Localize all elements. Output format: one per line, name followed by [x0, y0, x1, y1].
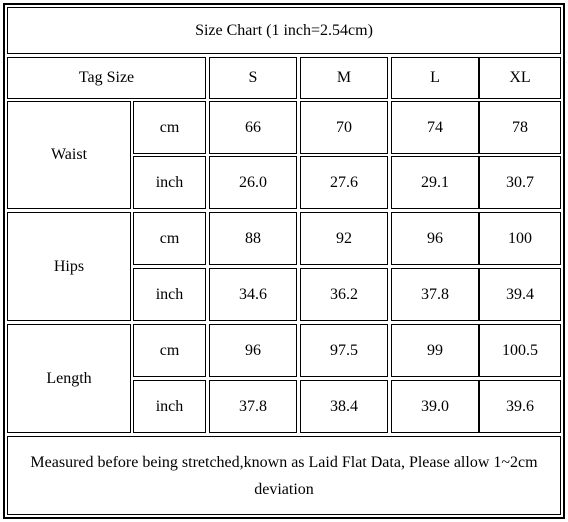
size-header-l: L	[391, 57, 479, 99]
value-cell: 78	[479, 101, 561, 154]
value-cell: 96	[209, 324, 297, 377]
measurement-note: Measured before being stretched,known as…	[7, 436, 561, 515]
unit-inch: inch	[133, 268, 206, 321]
value-cell: 37.8	[391, 268, 479, 321]
value-cell: 74	[391, 101, 479, 154]
value-cell: 70	[300, 101, 388, 154]
unit-cm: cm	[133, 324, 206, 377]
size-header-m: M	[300, 57, 388, 99]
value-cell: 27.6	[300, 156, 388, 209]
value-cell: 39.6	[479, 380, 561, 433]
value-cell: 39.0	[391, 380, 479, 433]
measure-length: Length	[7, 324, 131, 433]
value-cell: 92	[300, 212, 388, 265]
value-cell: 29.1	[391, 156, 479, 209]
value-cell: 88	[209, 212, 297, 265]
value-cell: 97.5	[300, 324, 388, 377]
size-chart: Size Chart (1 inch=2.54cm) Tag Size S M …	[3, 3, 565, 519]
value-cell: 39.4	[479, 268, 561, 321]
value-cell: 66	[209, 101, 297, 154]
value-cell: 100	[479, 212, 561, 265]
measure-hips: Hips	[7, 212, 131, 321]
unit-cm: cm	[133, 212, 206, 265]
chart-title: Size Chart (1 inch=2.54cm)	[7, 7, 561, 54]
unit-inch: inch	[133, 380, 206, 433]
value-cell: 38.4	[300, 380, 388, 433]
value-cell: 26.0	[209, 156, 297, 209]
measure-waist: Waist	[7, 101, 131, 209]
value-cell: 30.7	[479, 156, 561, 209]
value-cell: 37.8	[209, 380, 297, 433]
value-cell: 99	[391, 324, 479, 377]
value-cell: 34.6	[209, 268, 297, 321]
size-header-s: S	[209, 57, 297, 99]
tag-size-header: Tag Size	[7, 57, 206, 99]
unit-inch: inch	[133, 156, 206, 209]
unit-cm: cm	[133, 101, 206, 154]
value-cell: 100.5	[479, 324, 561, 377]
size-header-xl: XL	[479, 57, 561, 99]
value-cell: 36.2	[300, 268, 388, 321]
value-cell: 96	[391, 212, 479, 265]
